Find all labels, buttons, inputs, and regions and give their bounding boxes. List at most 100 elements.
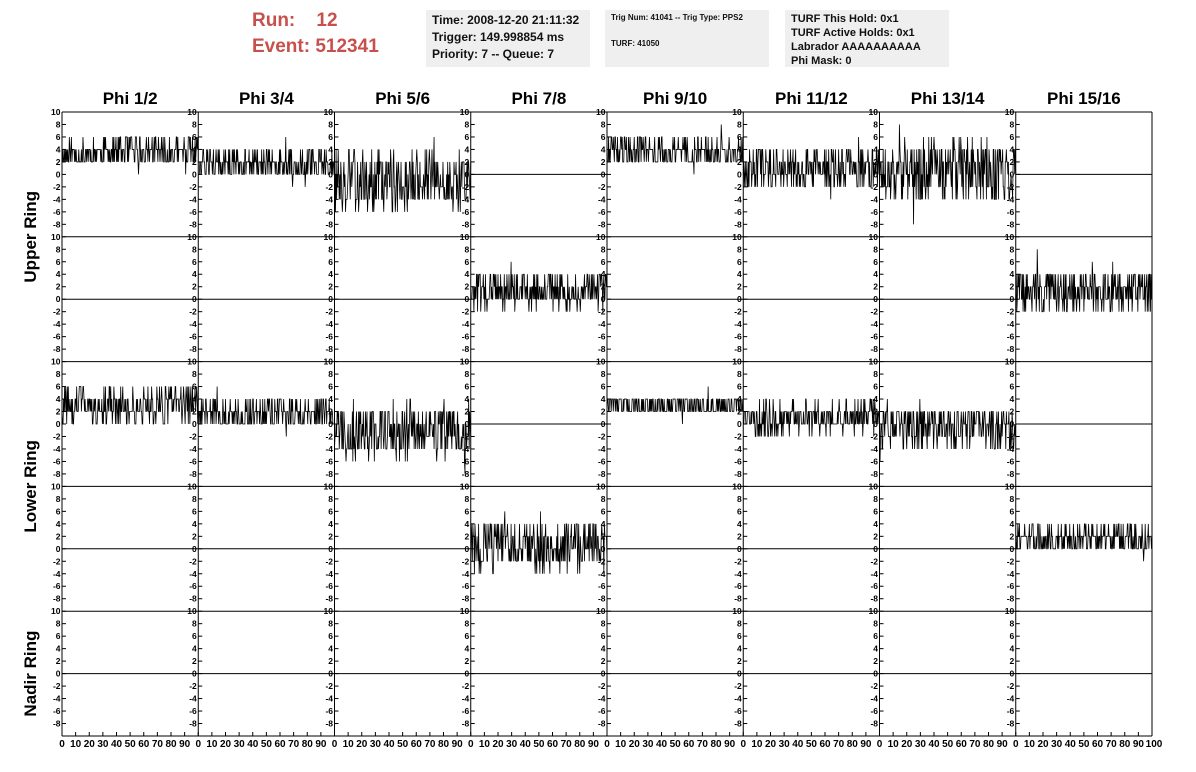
x-tick-label: 30 (1051, 739, 1063, 750)
y-tick-label: 10 (187, 481, 197, 491)
waveform-trace (470, 261, 607, 312)
waveform-trace (879, 399, 1017, 462)
y-tick-label: 4 (328, 644, 333, 654)
y-tick-label: 10 (187, 357, 197, 367)
y-tick-label: 0 (601, 419, 606, 429)
y-tick-label: -2 (462, 556, 470, 566)
y-tick-label: 6 (192, 257, 197, 267)
y-tick-label: 8 (328, 494, 333, 504)
x-tick-label: 20 (1037, 739, 1049, 750)
y-tick-label: 8 (737, 369, 742, 379)
y-tick-label: 0 (601, 669, 606, 679)
y-tick-label: 10 (596, 232, 606, 242)
y-tick-label: 4 (1010, 144, 1015, 154)
y-tick-label: -6 (462, 706, 470, 716)
y-tick-label: 2 (737, 407, 742, 417)
y-tick-label: -4 (598, 194, 606, 204)
waveform-trace (62, 136, 199, 175)
y-tick-label: 4 (601, 269, 606, 279)
x-tick-label: 20 (84, 739, 96, 750)
y-tick-label: 2 (328, 407, 333, 417)
y-tick-label: -4 (53, 194, 61, 204)
y-tick-label: 4 (1010, 269, 1015, 279)
y-tick-label: 0 (56, 169, 61, 179)
x-tick-label: 60 (683, 739, 695, 750)
x-tick-label-end: 100 (1146, 739, 1163, 750)
y-tick-label: 2 (56, 531, 61, 541)
y-tick-label: -2 (1007, 681, 1015, 691)
y-tick-label: 8 (56, 494, 61, 504)
x-tick-label: 60 (819, 739, 831, 750)
priority-line: Priority: 7 -- Queue: 7 (432, 47, 555, 61)
x-tick-label: 30 (97, 739, 109, 750)
y-tick-label: -8 (462, 469, 470, 479)
y-tick-label: -4 (462, 569, 470, 579)
y-tick-label: -8 (325, 219, 333, 229)
y-tick-label: 2 (328, 282, 333, 292)
y-tick-label: -2 (189, 307, 197, 317)
y-tick-label: 10 (324, 107, 334, 117)
y-tick-label: 6 (737, 257, 742, 267)
y-tick-label: 0 (328, 169, 333, 179)
y-tick-label: 0 (1010, 169, 1015, 179)
y-tick-label: -6 (1007, 332, 1015, 342)
y-tick-label: -4 (598, 444, 606, 454)
x-tick-label: 90 (588, 739, 600, 750)
y-tick-label: 10 (869, 232, 879, 242)
y-tick-label: -8 (53, 344, 61, 354)
y-tick-label: -8 (325, 594, 333, 604)
y-tick-label: 8 (56, 119, 61, 129)
y-tick-label: -4 (462, 194, 470, 204)
x-tick-label: 30 (234, 739, 246, 750)
trig-num-line: Trig Num: 41041 -- Trig Type: PPS2 (611, 13, 743, 22)
y-tick-label: -8 (870, 594, 878, 604)
y-tick-label: -8 (598, 344, 606, 354)
y-tick-label: 6 (1010, 132, 1015, 142)
y-tick-label: -8 (189, 594, 197, 604)
y-tick-label: 10 (1005, 606, 1015, 616)
y-tick-label: -4 (734, 569, 742, 579)
y-tick-label: 2 (601, 282, 606, 292)
y-tick-label: 10 (596, 606, 606, 616)
column-title: Phi 15/16 (1047, 89, 1121, 108)
y-tick-label: 6 (601, 631, 606, 641)
y-tick-label: 2 (873, 282, 878, 292)
y-tick-label: 2 (1010, 531, 1015, 541)
y-tick-label: -8 (189, 469, 197, 479)
x-tick-label: 90 (315, 739, 327, 750)
y-tick-label: -4 (1007, 194, 1015, 204)
y-tick-label: -4 (1007, 444, 1015, 454)
y-tick-label: -2 (325, 681, 333, 691)
y-tick-label: -4 (734, 319, 742, 329)
y-tick-label: 6 (1010, 506, 1015, 516)
y-tick-label: -4 (734, 694, 742, 704)
x-tick-label: 0 (195, 739, 201, 750)
y-tick-label: -6 (598, 207, 606, 217)
y-tick-label: 10 (732, 481, 742, 491)
y-tick-label: 10 (187, 232, 197, 242)
x-tick-label: 80 (1119, 739, 1131, 750)
y-tick-label: 6 (873, 631, 878, 641)
y-tick-label: -8 (325, 469, 333, 479)
y-tick-label: -6 (870, 332, 878, 342)
y-tick-label: 2 (873, 407, 878, 417)
x-tick-label: 10 (615, 739, 627, 750)
y-tick-label: 2 (56, 157, 61, 167)
y-tick-label: -6 (462, 207, 470, 217)
y-tick-label: 8 (737, 244, 742, 254)
x-tick-label: 70 (1106, 739, 1118, 750)
row-group-title: Nadir Ring (21, 631, 40, 717)
run-label: Run: (252, 10, 296, 31)
y-tick-label: 4 (56, 519, 61, 529)
y-tick-label: -6 (53, 332, 61, 342)
x-tick-label: 70 (833, 739, 845, 750)
y-tick-label: 6 (1010, 382, 1015, 392)
x-tick-label: 50 (533, 739, 545, 750)
y-tick-label: -2 (870, 431, 878, 441)
x-tick-label: 40 (1065, 739, 1077, 750)
y-tick-label: -4 (870, 569, 878, 579)
run-event-header: Run: 12 Event: 512341 (252, 8, 412, 60)
column-title: Phi 11/12 (775, 89, 848, 108)
y-tick-label: 0 (56, 669, 61, 679)
y-tick-label: 8 (1010, 619, 1015, 629)
